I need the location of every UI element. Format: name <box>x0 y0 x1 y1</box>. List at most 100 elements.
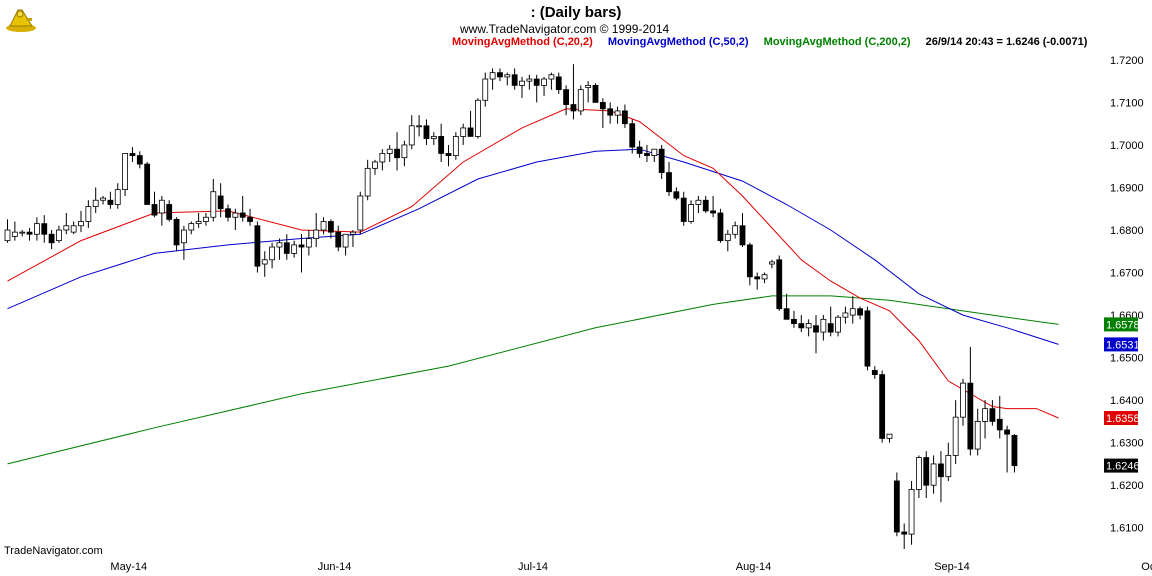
candle-body <box>879 374 886 439</box>
y-axis: 1.61001.62001.63001.64001.65001.66001.67… <box>1110 55 1144 535</box>
candlesticks <box>4 64 1018 549</box>
candle-body <box>783 308 790 320</box>
candle <box>739 213 746 248</box>
candle <box>48 230 55 250</box>
candle-body <box>798 323 805 329</box>
candle <box>85 200 92 228</box>
moving-averages <box>7 108 1059 465</box>
candle <box>158 195 165 226</box>
candle-body <box>651 148 658 156</box>
candle <box>467 110 474 137</box>
candle-body <box>710 210 716 214</box>
candle-body <box>886 433 893 439</box>
candle <box>864 306 871 371</box>
candle <box>423 119 430 145</box>
price-tag: 1.6246 <box>1104 458 1140 473</box>
candle-body <box>541 78 547 86</box>
x-tick-label: Jul-14 <box>518 561 548 573</box>
candle <box>533 74 540 103</box>
candle <box>710 195 716 218</box>
candle <box>34 217 40 241</box>
candle <box>70 221 77 235</box>
candle-body <box>239 212 246 218</box>
candle <box>908 480 915 545</box>
candle <box>305 230 312 256</box>
y-tick-label: 1.6800 <box>1110 225 1144 237</box>
y-tick-label: 1.7200 <box>1110 55 1144 67</box>
candle <box>327 219 334 239</box>
candle-body <box>1004 429 1010 435</box>
candle-body <box>92 199 99 208</box>
candle-body <box>974 421 981 450</box>
candle <box>893 472 900 537</box>
candle-body <box>78 221 84 227</box>
candle-body <box>408 125 415 146</box>
candle <box>386 144 393 162</box>
candle <box>239 195 246 222</box>
candle <box>489 68 496 90</box>
candle <box>916 455 922 498</box>
candle-body <box>430 136 437 139</box>
candle-body <box>85 206 92 222</box>
price-tag-label: 1.6578 <box>1106 319 1140 331</box>
candle <box>548 72 555 90</box>
candle-body <box>489 72 496 80</box>
candle <box>41 215 48 243</box>
candle-body <box>188 223 195 231</box>
candle-body <box>607 108 614 116</box>
candle <box>813 315 819 354</box>
candle <box>379 149 386 171</box>
candle <box>430 132 437 145</box>
candle <box>100 195 106 205</box>
candle <box>350 230 356 248</box>
candle-body <box>305 238 312 248</box>
price-tag: 1.6578 <box>1104 317 1140 332</box>
candle <box>144 161 151 205</box>
x-axis: May-14 Jun-14 Jul-14 Aug-14 Sep-14 Oct-14 <box>110 561 1152 573</box>
candle-body <box>122 153 128 191</box>
candle <box>225 204 231 222</box>
candle-body <box>180 229 187 244</box>
price-tag-box <box>1104 337 1138 352</box>
candle <box>247 208 253 226</box>
candle <box>724 230 731 252</box>
y-tick-label: 1.6900 <box>1110 183 1144 195</box>
x-tick-label: Oct-14 <box>1141 561 1152 573</box>
candle <box>63 213 70 235</box>
candle <box>636 140 643 158</box>
candle <box>372 159 378 175</box>
candle-body <box>460 127 467 137</box>
candle <box>952 400 959 464</box>
candle-body <box>394 148 400 159</box>
candle-body <box>555 76 562 91</box>
candle-body <box>519 80 525 86</box>
candle <box>541 76 547 97</box>
y-tick-label: 1.6400 <box>1110 395 1144 407</box>
candle <box>526 74 533 90</box>
candle <box>754 272 761 290</box>
quote-readout: 26/9/14 20:43 = 1.6246 (-0.0071) <box>925 36 1088 48</box>
candle-body <box>893 480 900 533</box>
candle <box>842 306 849 324</box>
candle <box>511 68 518 90</box>
candle-body <box>210 191 217 218</box>
x-tick-label: Sep-14 <box>934 561 969 573</box>
candle <box>614 106 621 124</box>
candle <box>1004 425 1010 473</box>
candle-body <box>901 531 908 535</box>
candle-body <box>732 225 739 235</box>
candle-body <box>982 408 988 422</box>
candle-body <box>717 212 724 242</box>
y-tick-label: 1.6200 <box>1110 480 1144 492</box>
candle <box>563 85 569 116</box>
candle <box>746 242 753 286</box>
candle <box>651 148 658 162</box>
candle-body <box>364 167 371 197</box>
candle-body <box>401 144 408 159</box>
candle <box>570 64 577 120</box>
candle-body <box>19 231 26 234</box>
candle <box>857 306 863 320</box>
candle <box>298 234 305 273</box>
x-tick-label: May-14 <box>110 561 147 573</box>
candle <box>254 221 261 273</box>
